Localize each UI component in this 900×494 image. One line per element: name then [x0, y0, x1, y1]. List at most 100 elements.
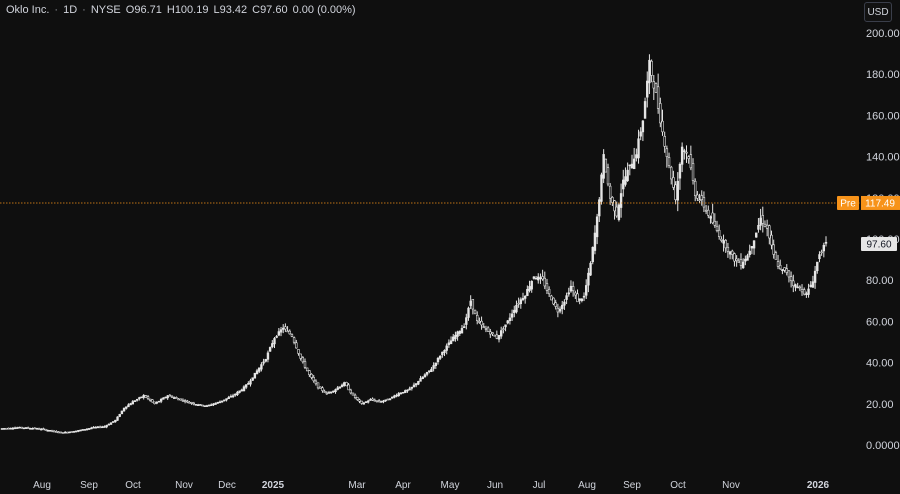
candle-body [275, 336, 278, 338]
candle-body [458, 330, 461, 334]
candle-body [286, 330, 289, 333]
candle-body [578, 298, 581, 301]
candle-body [42, 428, 45, 430]
candle-body [26, 427, 30, 429]
candle-body [765, 224, 769, 229]
candle-body [229, 395, 233, 398]
candle-body [768, 225, 771, 239]
candle-body [720, 238, 723, 241]
candle-body [432, 365, 435, 369]
x-tick-label: Nov [722, 480, 740, 491]
candle-body [327, 392, 331, 394]
candle-body [343, 382, 346, 386]
candle-body [807, 288, 810, 295]
candle-body [319, 386, 322, 389]
candle-body [630, 163, 634, 169]
candle-body [301, 357, 305, 363]
candle-body [696, 194, 699, 199]
candle-body [694, 180, 697, 196]
candle-body [234, 393, 237, 396]
candle-body [380, 401, 383, 403]
candle-body [199, 404, 202, 406]
candle-body [441, 351, 444, 356]
candle-body [81, 429, 84, 431]
candle-body [571, 286, 575, 292]
candle-body [101, 426, 104, 429]
candle-body [7, 427, 10, 430]
y-tick-label: 40.00 [866, 358, 894, 370]
candle-body [606, 167, 610, 185]
candle-body [16, 427, 19, 429]
candle-body [66, 431, 69, 434]
candle-body [282, 327, 285, 330]
candle-body [650, 60, 653, 76]
candle-body [582, 295, 586, 298]
candle-body [569, 285, 573, 292]
candle-body [22, 427, 25, 430]
candle-body [611, 197, 614, 203]
candle-body [133, 400, 137, 403]
candle-body [602, 154, 605, 179]
currency-button[interactable]: USD [864, 2, 892, 22]
candle-body [809, 284, 812, 288]
candle-body [445, 345, 448, 351]
candle-body [608, 185, 612, 199]
candle-body [227, 397, 230, 400]
candle-body [149, 398, 152, 401]
candle-body [443, 350, 446, 353]
candle-body [349, 389, 352, 394]
candle-body [114, 419, 117, 423]
candle-body [77, 430, 80, 432]
x-tick-label: Jul [533, 480, 546, 491]
candle-body [537, 276, 540, 281]
candle-body [637, 138, 640, 159]
x-tick-label: Aug [33, 480, 51, 491]
candle-body [164, 396, 167, 399]
candle-body [796, 286, 799, 289]
candle-body [68, 431, 71, 434]
candle-body [360, 400, 363, 404]
chart-header: Oklo Inc. · 1D · NYSE O96.71 H100.19 L93… [6, 4, 356, 16]
candle-body [353, 394, 357, 399]
candle-body [223, 399, 226, 402]
candle-body [722, 240, 725, 244]
candle-body [308, 370, 311, 376]
candle-body [253, 372, 257, 379]
candle-body [305, 367, 309, 372]
candle-body [639, 131, 642, 137]
header-separator: · [54, 4, 59, 16]
last-price-badge [861, 236, 897, 251]
candle-body [159, 398, 163, 402]
candle-body [258, 367, 261, 372]
candle-body [467, 307, 470, 318]
candle-body [323, 391, 326, 393]
candle-body [726, 246, 730, 252]
candle-body [240, 389, 243, 392]
x-tick-label: Dec [218, 480, 236, 491]
interval[interactable]: 1D [63, 4, 78, 16]
candle-body [619, 193, 623, 208]
candle-body [436, 358, 440, 363]
candle-body [179, 398, 182, 401]
candle-body [781, 269, 784, 272]
candle-body [94, 426, 97, 429]
candle-body [242, 386, 246, 392]
candle-body [785, 268, 788, 273]
candle-body [628, 164, 632, 167]
candle-body [824, 242, 828, 244]
candle-body [728, 251, 732, 255]
candle-body [190, 402, 193, 404]
candle-body [748, 250, 751, 255]
candle-body [358, 399, 361, 402]
candle-body [757, 225, 760, 230]
candle-body [539, 277, 542, 279]
y-tick-label: 20.00 [866, 399, 894, 411]
candle-body [72, 431, 76, 433]
candle-body [64, 431, 67, 434]
x-tick-label: Oct [125, 480, 141, 491]
candle-body [103, 426, 106, 428]
candle-body [816, 261, 819, 272]
x-tick-label: Nov [175, 480, 193, 491]
candle-body [667, 157, 671, 166]
